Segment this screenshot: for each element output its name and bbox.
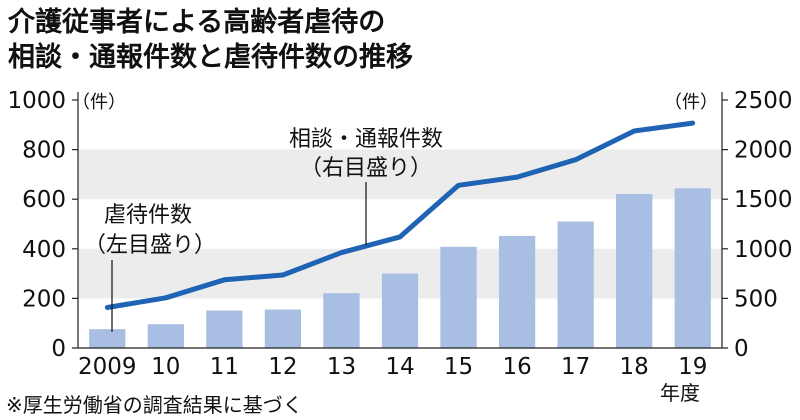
bar-10 xyxy=(147,324,184,348)
bar-15 xyxy=(440,246,477,348)
right-tick-label: 0 xyxy=(734,336,749,362)
x-tick-label: 13 xyxy=(327,354,356,380)
bar-16 xyxy=(498,235,536,348)
right-tick-label: 2000 xyxy=(734,138,793,164)
bar-11 xyxy=(206,310,243,348)
chart-title-line-1: 介護従事者による高齢者虐待の xyxy=(7,6,385,38)
bar-13 xyxy=(323,293,360,348)
left-tick-label: 600 xyxy=(22,187,66,213)
bar-18 xyxy=(616,193,653,348)
x-axis: 2009 10 11 12 13 14 15 16 17 18 19 xyxy=(78,354,707,380)
right-tick-label: 2500 xyxy=(734,88,793,114)
chart-title: 介護従事者による高齢者虐待の 相談・通報件数と虐待件数の推移 xyxy=(7,6,413,73)
consultation-count-line xyxy=(104,120,696,310)
left-tick-label: 1000 xyxy=(7,88,66,114)
left-axis-unit: （件） xyxy=(72,92,126,113)
right-tick-label: 1500 xyxy=(734,187,793,213)
grid-band xyxy=(78,149,722,200)
x-tick-label: 14 xyxy=(385,354,414,380)
x-tick-label: 11 xyxy=(210,354,239,380)
x-tick-label: 12 xyxy=(268,354,297,380)
x-axis-unit: 年度 xyxy=(660,381,700,405)
line-series-label: 相談・通報件数 xyxy=(289,127,443,152)
bar-17 xyxy=(557,221,594,348)
line-series-label-axis: （右目盛り） xyxy=(300,156,432,181)
left-tick-label: 800 xyxy=(22,138,66,164)
x-tick-label: 10 xyxy=(151,354,180,380)
chart-title-line-2: 相談・通報件数と虐待件数の推移 xyxy=(8,41,413,73)
source-note: ※厚生労働省の調査結果に基づく xyxy=(6,393,303,417)
bar-series-label-axis: （左目盛り） xyxy=(84,233,216,258)
right-tick-label: 1000 xyxy=(734,237,793,263)
bar-2009 xyxy=(89,329,126,348)
x-tick-label: 15 xyxy=(444,354,473,380)
x-tick-label: 16 xyxy=(502,354,531,380)
left-axis: 0 200 400 600 800 1000 xyxy=(7,88,79,362)
x-tick-label: 17 xyxy=(561,354,590,380)
x-tick-label: 18 xyxy=(620,354,649,380)
bars xyxy=(89,188,711,348)
right-tick-label: 500 xyxy=(734,286,778,312)
x-tick-label: 2009 xyxy=(78,354,137,380)
bar-19 xyxy=(674,188,711,348)
right-axis-unit: （件） xyxy=(664,92,718,113)
bar-14 xyxy=(381,273,419,348)
left-tick-label: 400 xyxy=(22,237,66,263)
bar-12 xyxy=(264,309,302,348)
x-tick-label: 19 xyxy=(678,354,707,380)
bar-series-label: 虐待件数 xyxy=(104,203,192,228)
left-tick-label: 200 xyxy=(22,286,66,312)
left-tick-label: 0 xyxy=(51,336,66,362)
right-axis: 0 500 1000 1500 2000 2500 xyxy=(721,88,793,362)
